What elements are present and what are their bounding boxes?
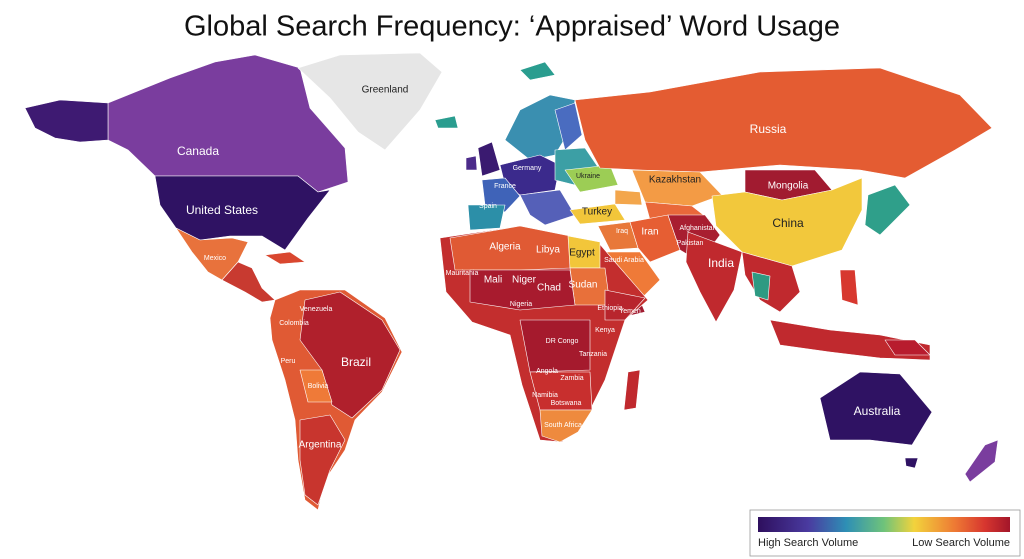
- country-label: Niger: [512, 275, 537, 286]
- country-label: Mongolia: [768, 181, 809, 192]
- southern-africa: [539, 409, 593, 443]
- color-scale: [758, 517, 1010, 532]
- turkey: [569, 203, 626, 225]
- canada: [107, 54, 349, 193]
- congo-basin: [519, 319, 591, 373]
- southeast-asia: [741, 251, 801, 313]
- svalbard: [519, 61, 556, 81]
- thailand: [751, 271, 771, 301]
- country-label: Bolivia: [308, 383, 329, 390]
- country-label: Zambia: [560, 375, 583, 382]
- bolivia: [299, 369, 333, 403]
- country-label: Mauritania: [446, 270, 479, 277]
- country-label: South Africa: [544, 422, 582, 429]
- kazakhstan: [631, 169, 723, 207]
- country-label: India: [708, 256, 734, 270]
- brazil: [299, 291, 401, 419]
- usa: [154, 175, 331, 251]
- country-label: Saudi Arabia: [604, 257, 644, 264]
- argentina: [299, 414, 346, 506]
- country-label: Sudan: [569, 280, 598, 291]
- country-label: France: [494, 183, 516, 190]
- uk: [477, 141, 501, 177]
- country-label: Angola: [536, 368, 558, 375]
- country-label: DR Congo: [546, 338, 579, 345]
- country-label: Brazil: [341, 355, 371, 369]
- country-label: United States: [186, 203, 258, 217]
- legend-box: [749, 509, 1021, 557]
- country-label: Botswana: [551, 400, 582, 407]
- legend-label: Low Search Volume: [912, 537, 1010, 549]
- alaska: [24, 99, 109, 143]
- finland: [554, 102, 583, 151]
- country-label: Algeria: [489, 242, 521, 253]
- france: [481, 177, 521, 213]
- indonesia: [769, 319, 931, 361]
- korea-japan: [864, 184, 911, 236]
- country-label: Chad: [537, 283, 561, 294]
- new-zealand: [964, 439, 999, 483]
- russia: [574, 67, 993, 179]
- country-label: Greenland: [362, 85, 409, 96]
- philippines: [839, 269, 859, 306]
- sahel: [469, 269, 576, 311]
- country-label: Australia: [854, 404, 901, 418]
- country-label: China: [772, 216, 804, 230]
- country-label: Egypt: [569, 248, 595, 259]
- country-label: Canada: [177, 144, 219, 158]
- country-label: Argentina: [299, 440, 342, 451]
- country-label: Namibia: [532, 392, 558, 399]
- country-label: Tanzania: [579, 351, 607, 358]
- country-labels: Greenland Canada United States Mexico Ru…: [177, 85, 901, 451]
- italy-balkans: [519, 189, 576, 226]
- greenland: [297, 52, 443, 151]
- country-label: Yemen: [619, 308, 641, 315]
- iran: [629, 214, 681, 263]
- country-label: Ethiopia: [597, 305, 622, 312]
- country-label: Turkey: [582, 207, 612, 218]
- country-label: Germany: [513, 165, 542, 172]
- legend: High Search Volume Low Search Volume: [749, 509, 1021, 557]
- country-label: Iran: [641, 227, 658, 238]
- iceland: [434, 115, 459, 129]
- central-america: [221, 261, 276, 303]
- country-label: Peru: [281, 358, 296, 365]
- country-label: Afghanistan: [680, 225, 717, 232]
- landmasses: [24, 52, 999, 511]
- australia: [819, 371, 933, 446]
- china: [711, 177, 863, 267]
- caucasus: [614, 189, 643, 206]
- country-label: Iraq: [616, 228, 628, 235]
- country-label: Kenya: [595, 327, 615, 334]
- country-label: Mexico: [204, 255, 226, 262]
- country-label: Pakistan: [677, 240, 704, 247]
- country-label: Colombia: [279, 320, 309, 327]
- legend-label: High Search Volume: [758, 537, 858, 549]
- caribbean: [264, 251, 306, 265]
- country-label: Russia: [750, 122, 787, 136]
- spain: [467, 204, 506, 231]
- papua: [884, 339, 931, 356]
- country-label: Libya: [536, 245, 560, 256]
- map-title: Global Search Frequency: ‘Appraised’ Wor…: [184, 11, 840, 43]
- ireland: [465, 155, 478, 171]
- country-label: Mali: [484, 275, 502, 286]
- country-label: Kazakhstan: [649, 175, 701, 186]
- country-label: Ukraine: [576, 173, 600, 180]
- country-label: Nigeria: [510, 301, 532, 308]
- madagascar: [623, 369, 641, 411]
- tasmania: [904, 457, 919, 469]
- country-label: Venezuela: [300, 306, 333, 313]
- ukraine: [564, 164, 619, 193]
- horn: [604, 289, 646, 321]
- country-label: Spain: [479, 203, 497, 210]
